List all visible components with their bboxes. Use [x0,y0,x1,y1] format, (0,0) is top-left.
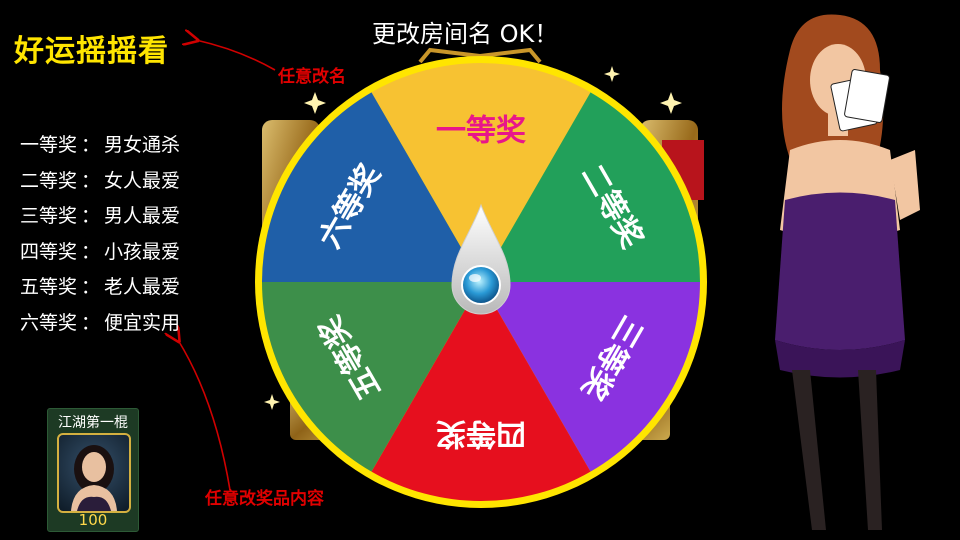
prize-separator: ： [81,240,101,263]
player-name: 江湖第一棍 [58,415,128,431]
wheel-segments[interactable] [262,62,700,502]
note-prizes: 任意改奖品内容 [205,489,324,509]
prize-label: 四等奖 [20,240,78,263]
prize-item-3: 三等奖：男人最爱 [20,199,180,235]
prize-label: 一等奖 [20,134,78,156]
note-rename: 任意改名 [278,67,346,87]
rename-room-button[interactable]: 更改房间名 OK！ [372,20,559,48]
wheel-segment-6[interactable] [262,92,481,282]
prize-value: 女人最爱 [104,169,181,192]
arrow-prizes [178,340,231,491]
wheel-segment-2[interactable] [481,92,700,282]
arrow-rename [196,40,276,71]
spin-knob[interactable] [461,265,501,305]
prize-label: 三等奖 [20,205,78,227]
prize-label: 二等奖 [20,169,78,192]
wheel-segment-5[interactable] [262,282,481,472]
prize-item-5: 五等奖：老人最爱 [20,270,180,306]
prize-value: 男人最爱 [104,205,181,227]
prize-list: 一等奖：男女通杀 二等奖：女人最爱 三等奖：男人最爱 四等奖：小孩最爱 五等奖：… [20,128,180,341]
wheel-segment-3[interactable] [481,282,700,472]
prize-separator: ： [81,169,101,192]
prize-separator: ： [81,134,101,156]
wheel-label-1: 一等奖 [436,114,526,149]
player-avatar[interactable] [57,433,131,513]
game-title: 好运摇摇看 [14,34,169,69]
prize-item-1: 一等奖：男女通杀 [20,128,180,164]
avatar-portrait-icon [71,445,117,511]
wheel-segment-4[interactable] [371,282,591,502]
prize-value: 便宜实用 [104,311,181,334]
prize-value: 老人最爱 [104,276,181,298]
prize-separator: ： [81,205,101,227]
prize-value: 小孩最爱 [104,240,181,263]
prize-item-6: 六等奖：便宜实用 [20,306,180,342]
wheel-segment-1[interactable] [371,62,591,282]
prize-separator: ： [81,311,101,334]
prize-label: 五等奖 [20,276,78,298]
prize-label: 六等奖 [20,311,78,334]
prize-value: 男女通杀 [104,134,181,156]
prize-item-4: 四等奖：小孩最爱 [20,235,180,271]
hostess-character-illustration [775,14,920,530]
annotation-arrows [178,40,276,491]
prize-item-2: 二等奖：女人最爱 [20,164,180,200]
player-card[interactable]: 江湖第一棍 100 [47,408,139,532]
player-score: 100 [78,511,108,529]
prize-separator: ： [81,276,101,298]
wheel-sparkles [264,66,682,410]
wheel-label-4: 四等奖 [436,416,526,451]
spin-pointer[interactable] [451,203,511,315]
